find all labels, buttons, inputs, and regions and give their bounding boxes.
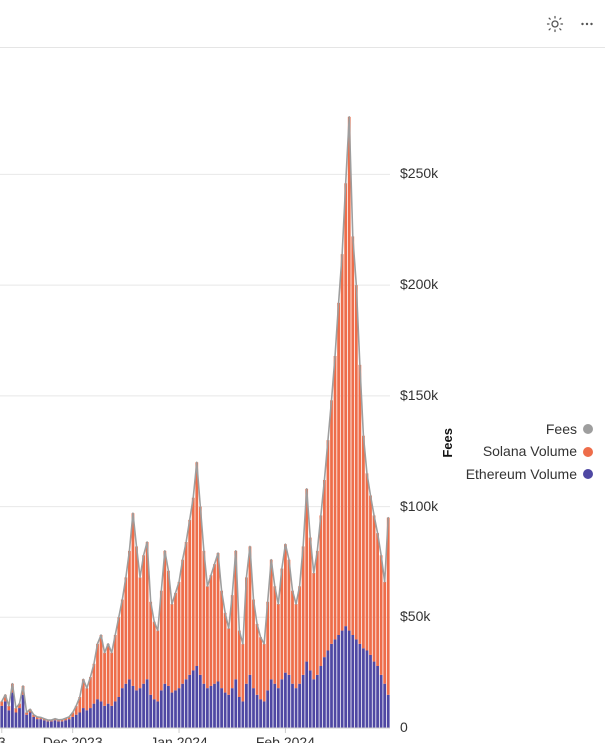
- legend-item-ethereum[interactable]: Ethereum Volume: [466, 463, 593, 485]
- x-tick-label: Dec 2023: [43, 734, 103, 743]
- legend-item-fees[interactable]: Fees: [466, 418, 593, 440]
- legend-swatch: [583, 424, 593, 434]
- legend-swatch: [583, 469, 593, 479]
- legend-swatch: [583, 447, 593, 457]
- x-tick-label: Feb 2024: [256, 734, 315, 743]
- y-tick-label: $50k: [400, 608, 430, 624]
- x-tick-label: Jan 2024: [150, 734, 208, 743]
- y-tick-label: $150k: [400, 387, 438, 403]
- chart-svg: [0, 48, 605, 743]
- y-tick-label: $200k: [400, 276, 438, 292]
- legend-label: Solana Volume: [483, 440, 577, 462]
- y-tick-label: $100k: [400, 498, 438, 514]
- sun-icon[interactable]: [545, 14, 565, 34]
- toolbar: [0, 0, 605, 48]
- more-icon[interactable]: [577, 14, 597, 34]
- chart: Fees FeesSolana VolumeEthereum Volume 0$…: [0, 48, 605, 743]
- legend-item-solana[interactable]: Solana Volume: [466, 440, 593, 462]
- y-tick-label: 0: [400, 719, 408, 735]
- legend-label: Ethereum Volume: [466, 463, 577, 485]
- y-tick-label: $250k: [400, 165, 438, 181]
- x-tick-label: 3: [0, 734, 6, 743]
- y-axis-label: Fees: [440, 428, 455, 458]
- legend-label: Fees: [546, 418, 577, 440]
- legend: FeesSolana VolumeEthereum Volume: [466, 418, 593, 485]
